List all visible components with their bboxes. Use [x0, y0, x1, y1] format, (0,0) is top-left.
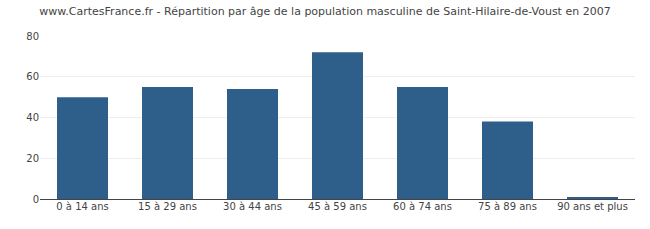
svg-text:40: 40: [26, 112, 39, 123]
svg-text:60 à 74 ans: 60 à 74 ans: [393, 201, 452, 212]
svg-text:20: 20: [26, 153, 39, 164]
svg-text:90 ans et plus: 90 ans et plus: [557, 201, 628, 212]
svg-text:60: 60: [26, 71, 39, 82]
svg-text:0 à 14 ans: 0 à 14 ans: [56, 201, 108, 212]
svg-text:0: 0: [33, 194, 39, 205]
svg-text:15 à 29 ans: 15 à 29 ans: [138, 201, 197, 212]
svg-text:30 à 44 ans: 30 à 44 ans: [223, 201, 282, 212]
svg-text:75 à 89 ans: 75 à 89 ans: [478, 201, 537, 212]
svg-text:80: 80: [26, 31, 39, 42]
svg-text:45 à 59 ans: 45 à 59 ans: [308, 201, 367, 212]
svg-text:www.CartesFrance.fr - Répartit: www.CartesFrance.fr - Répartition par âg…: [39, 5, 610, 18]
